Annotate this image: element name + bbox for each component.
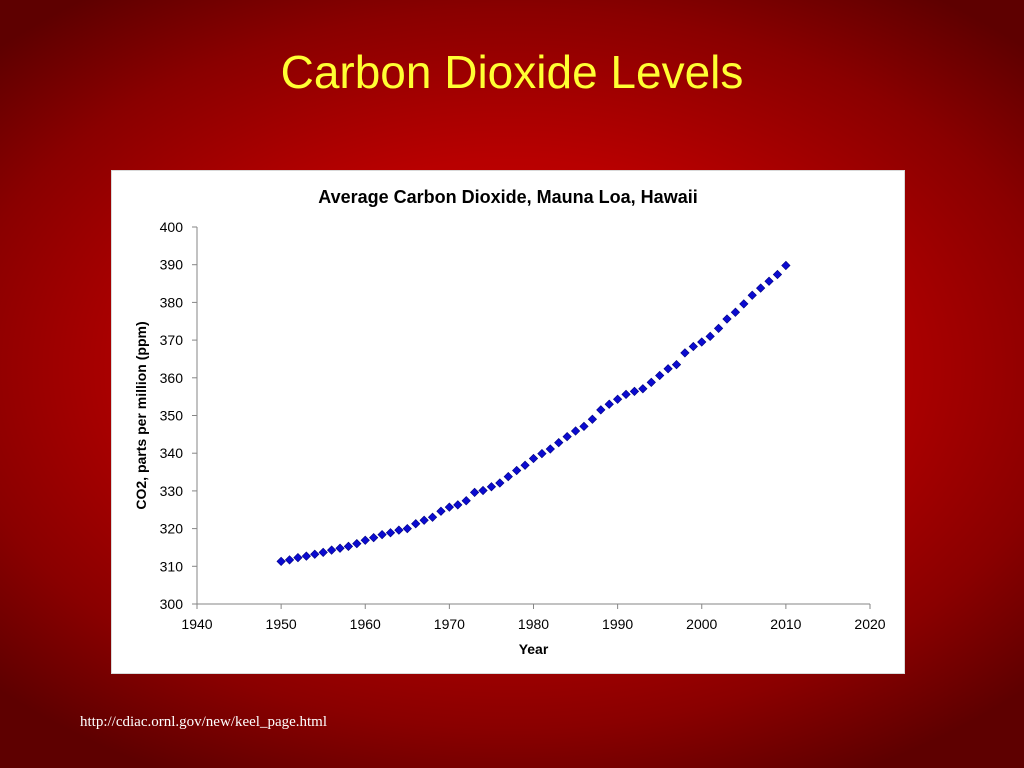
x-tick-label: 1940	[181, 616, 212, 632]
source-link[interactable]: http://cdiac.ornl.gov/new/keel_page.html	[80, 714, 328, 730]
y-tick-label: 370	[160, 332, 184, 348]
data-point	[512, 465, 522, 476]
data-point	[671, 359, 682, 370]
x-tick-label: 1960	[350, 616, 381, 632]
data-point	[436, 506, 446, 516]
x-tick-label: 1970	[434, 616, 465, 632]
y-tick-label: 340	[160, 445, 184, 461]
data-point	[495, 478, 505, 488]
chart-panel: Average Carbon Dioxide, Mauna Loa, Hawai…	[111, 170, 905, 674]
data-point	[419, 515, 429, 525]
data-point	[461, 496, 471, 506]
data-point	[705, 331, 715, 341]
x-tick-label: 1980	[518, 616, 549, 632]
slide-title: Carbon Dioxide Levels	[280, 46, 744, 98]
y-tick-label: 350	[160, 408, 184, 424]
data-point	[730, 307, 741, 317]
data-point	[562, 431, 572, 442]
y-tick-label: 380	[160, 294, 184, 310]
data-point	[503, 471, 513, 482]
y-tick-label: 310	[160, 558, 184, 574]
data-point	[284, 555, 295, 565]
data-point	[663, 364, 673, 374]
data-point	[554, 438, 564, 448]
data-point	[613, 394, 623, 404]
data-point	[276, 556, 286, 567]
x-tick-label: 2020	[854, 616, 885, 632]
y-axis: 300 310 320 330 340 350 360 370 380 390 400	[160, 219, 198, 612]
data-point	[756, 283, 766, 293]
data-point	[596, 405, 606, 415]
data-point	[570, 426, 581, 436]
x-axis-label: Year	[519, 641, 549, 657]
data-point	[545, 444, 555, 454]
data-point	[369, 533, 379, 543]
y-tick-label: 320	[160, 521, 184, 537]
data-point	[604, 399, 614, 409]
data-point	[629, 386, 640, 396]
y-axis-label: CO2, parts per million (ppm)	[133, 321, 149, 509]
y-tick-label: 360	[160, 370, 184, 386]
data-point	[411, 519, 421, 529]
data-point	[772, 269, 783, 280]
data-point	[646, 377, 656, 387]
data-point	[326, 545, 337, 555]
data-point	[402, 523, 412, 534]
data-point	[680, 348, 690, 358]
data-point	[377, 530, 387, 540]
x-tick-label: 1990	[602, 616, 633, 632]
data-point	[722, 314, 732, 324]
data-point	[528, 453, 539, 464]
data-point	[478, 485, 488, 496]
data-point	[486, 482, 497, 492]
y-tick-label: 330	[160, 483, 184, 499]
data-point	[764, 276, 774, 286]
data-point	[520, 460, 530, 470]
data-point	[655, 370, 665, 381]
data-point	[537, 448, 547, 459]
data-point	[739, 299, 749, 309]
data-point	[360, 535, 370, 545]
data-point	[713, 323, 724, 334]
data-point	[579, 421, 589, 432]
data-point	[318, 547, 328, 557]
co2-scatter-chart: Average Carbon Dioxide, Mauna Loa, Hawai…	[133, 187, 886, 657]
chart-title: Average Carbon Dioxide, Mauna Loa, Hawai…	[318, 187, 697, 207]
x-axis: 1940 1950 1960 1970 1980 1990 2000 2010 2020	[181, 603, 886, 632]
data-points	[276, 260, 791, 567]
y-tick-label: 400	[160, 219, 184, 235]
y-tick-label: 300	[160, 596, 184, 612]
x-tick-label: 2010	[770, 616, 801, 632]
data-point	[310, 549, 320, 559]
data-point	[621, 389, 631, 400]
data-point	[453, 500, 463, 510]
data-point	[352, 539, 362, 549]
data-point	[747, 290, 757, 300]
data-point	[781, 260, 791, 271]
data-point	[385, 528, 396, 538]
data-point	[444, 502, 454, 512]
data-point	[394, 525, 404, 535]
y-tick-label: 390	[160, 257, 184, 273]
data-point	[427, 512, 438, 522]
data-point	[638, 384, 648, 394]
data-point	[697, 337, 707, 347]
data-point	[469, 487, 480, 498]
data-point	[587, 414, 598, 424]
data-point	[335, 543, 345, 553]
x-tick-label: 1950	[266, 616, 297, 632]
data-point	[301, 551, 311, 561]
data-point	[688, 341, 698, 352]
x-tick-label: 2000	[686, 616, 717, 632]
data-point	[293, 553, 303, 563]
data-point	[343, 541, 354, 551]
